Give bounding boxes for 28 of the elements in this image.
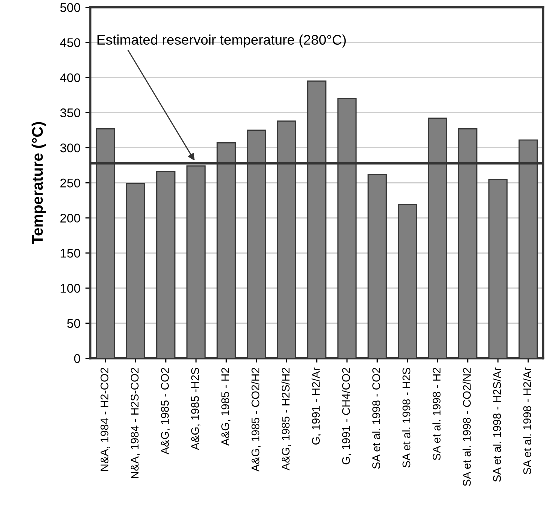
y-tick-label: 150 (60, 249, 80, 258)
y-tick-label: 250 (60, 178, 80, 188)
x-tick-label: SA et al. 1998 - H2S (402, 368, 411, 468)
x-tick-label: A&G, 1985 - H2 (222, 368, 231, 446)
x-tick-label: N&A, 1984 - H2-CO2 (100, 368, 110, 472)
y-tick-label: 350 (60, 108, 80, 118)
x-tick-label: A&G, 1985 - H2S/H2 (282, 368, 292, 471)
x-tick-label: N&A, 1984 - H2S-CO2 (130, 368, 140, 478)
x-tick-label: A&G, 1985 - CO2 (161, 368, 170, 455)
x-tick-label: SA et al. 1998 - H2S/Ar (493, 368, 502, 482)
y-tick-label: 0 (74, 354, 80, 364)
x-tick-label: SA et al. 1998 - CO2 (372, 368, 380, 469)
x-tick-label: G, 1991 - CH4/CO2 (342, 368, 352, 465)
x-tick-label: G, 1991 - H2/Ar (312, 368, 322, 445)
x-tick-label: SA et al. 1998 - H2 (432, 368, 441, 460)
x-tick-label: A&G, 1985 -H2S (191, 368, 201, 450)
y-tick-label: 400 (60, 74, 80, 82)
x-tick-label: A&G, 1985 - CO2/H2 (251, 368, 261, 472)
y-tick-label: 200 (60, 214, 80, 223)
y-tick-label: 300 (60, 144, 80, 153)
x-tick-label: SA et al. 1998 - H2/Ar (523, 368, 532, 475)
y-axis-title: Temperature (°C) (32, 122, 46, 244)
y-tick-label: 500 (60, 3, 80, 12)
y-tick-label: 450 (60, 38, 80, 48)
x-tick-label: SA et al. 1998 - CO2/N2 (462, 368, 472, 486)
y-tick-label: 50 (67, 319, 80, 328)
annotation: Estimated reservoir temperature (280°C) (98, 34, 346, 48)
y-tick-label: 100 (60, 284, 80, 294)
